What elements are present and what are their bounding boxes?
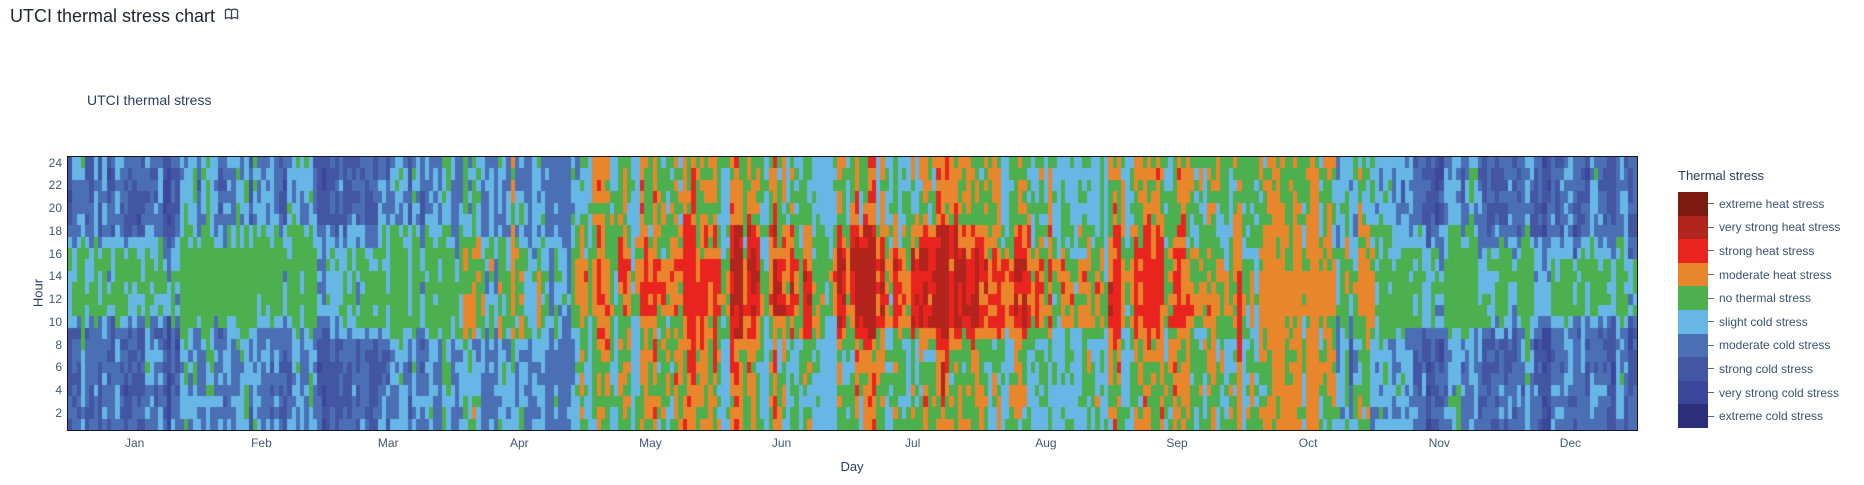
heatmap-plot-area[interactable] xyxy=(67,156,1638,431)
legend-title: Thermal stress xyxy=(1678,168,1764,183)
legend-tick xyxy=(1708,297,1714,299)
legend-item[interactable]: very strong cold stress xyxy=(1678,380,1840,405)
legend-label: extreme heat stress xyxy=(1719,196,1825,211)
legend-tick xyxy=(1708,368,1714,370)
legend-rows: extreme heat stress very strong heat stre… xyxy=(1678,192,1840,428)
legend-tick xyxy=(1708,250,1714,252)
legend-swatch xyxy=(1678,215,1708,240)
legend-swatch xyxy=(1678,239,1708,263)
legend-label: moderate cold stress xyxy=(1719,338,1831,353)
page-title: UTCI thermal stress chart xyxy=(10,6,239,27)
y-tick-label: 10 xyxy=(48,314,62,329)
x-tick-label: Dec xyxy=(1559,436,1582,450)
legend-label: very strong heat stress xyxy=(1719,220,1841,235)
legend-tick xyxy=(1708,344,1714,346)
legend-item[interactable]: extreme cold stress xyxy=(1678,404,1840,428)
legend-item[interactable]: moderate heat stress xyxy=(1678,262,1840,287)
book-icon[interactable] xyxy=(224,5,239,26)
x-tick-label: Jun xyxy=(771,436,792,450)
legend-swatch xyxy=(1678,262,1708,287)
x-tick-label: Jul xyxy=(905,436,921,450)
legend-item[interactable]: very strong heat stress xyxy=(1678,215,1841,240)
legend-item[interactable]: extreme heat stress xyxy=(1678,192,1840,216)
y-tick-label: 2 xyxy=(55,405,62,420)
legend-swatch xyxy=(1678,357,1708,381)
x-tick-label: Nov xyxy=(1428,436,1450,450)
legend-item[interactable]: strong heat stress xyxy=(1678,239,1840,263)
legend-label: no thermal stress xyxy=(1719,291,1812,306)
x-tick-label: Sep xyxy=(1166,436,1188,450)
legend-label: extreme cold stress xyxy=(1719,409,1824,424)
x-tick-label: Mar xyxy=(377,436,399,450)
legend: Thermal stress extreme heat stress very s… xyxy=(1678,168,1840,428)
y-tick-label: 6 xyxy=(55,360,62,375)
y-tick-label: 24 xyxy=(48,155,62,170)
x-tick-label: Jan xyxy=(124,436,145,450)
x-tick-label: Apr xyxy=(510,436,529,450)
legend-tick xyxy=(1708,321,1714,323)
x-axis-title: Day xyxy=(840,459,864,474)
y-tick-label: 8 xyxy=(55,337,62,352)
legend-tick xyxy=(1708,274,1714,276)
legend-item[interactable]: strong cold stress xyxy=(1678,357,1840,381)
legend-swatch xyxy=(1678,333,1708,358)
legend-label: strong heat stress xyxy=(1719,243,1815,258)
x-tick-label: May xyxy=(639,436,662,450)
legend-label: slight cold stress xyxy=(1719,314,1808,329)
legend-tick xyxy=(1708,415,1714,417)
y-tick-label: 12 xyxy=(48,292,62,307)
page-title-text: UTCI thermal stress chart xyxy=(10,6,216,26)
legend-swatch xyxy=(1678,380,1708,405)
legend-label: moderate heat stress xyxy=(1719,267,1832,282)
y-tick-label: 14 xyxy=(48,269,62,284)
y-tick-label: 20 xyxy=(48,201,62,216)
legend-swatch xyxy=(1678,192,1708,216)
legend-tick xyxy=(1708,226,1714,228)
y-tick-label: 22 xyxy=(48,178,62,193)
legend-label: very strong cold stress xyxy=(1719,385,1840,400)
legend-item[interactable]: moderate cold stress xyxy=(1678,333,1840,358)
legend-tick xyxy=(1708,203,1714,205)
legend-swatch xyxy=(1678,404,1708,428)
y-tick-label: 4 xyxy=(55,383,62,398)
x-tick-label: Oct xyxy=(1298,436,1318,450)
chart-title: UTCI thermal stress xyxy=(87,92,212,108)
y-tick-label: 18 xyxy=(48,223,62,238)
y-tick-label: 16 xyxy=(48,246,62,261)
legend-swatch xyxy=(1678,286,1708,310)
x-tick-label: Feb xyxy=(251,436,272,450)
legend-tick xyxy=(1708,392,1714,394)
legend-label: strong cold stress xyxy=(1719,361,1814,376)
legend-item[interactable]: slight cold stress xyxy=(1678,309,1840,334)
legend-item[interactable]: no thermal stress xyxy=(1678,286,1840,310)
legend-swatch xyxy=(1678,309,1708,334)
x-tick-label: Aug xyxy=(1035,436,1057,450)
heatmap-canvas[interactable] xyxy=(68,157,1637,430)
